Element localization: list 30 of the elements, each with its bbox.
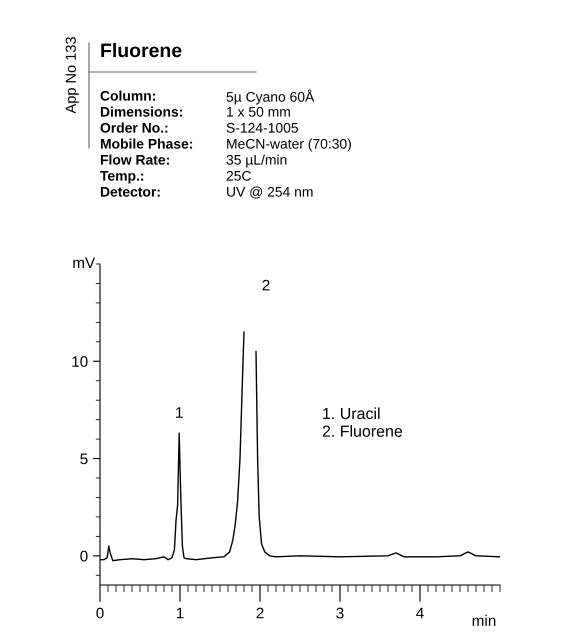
text: Flow Rate: xyxy=(100,154,169,165)
text: Order No.: xyxy=(100,122,168,133)
y-tick-label: 5 xyxy=(80,454,88,464)
y-tick-label: 10 xyxy=(72,356,88,367)
x-tick-label: 2 xyxy=(256,608,264,618)
y-tick-label: 0 xyxy=(80,550,88,562)
text: Mobile Phase: xyxy=(100,138,192,149)
annotation: 2 xyxy=(262,280,270,290)
x-tick-label: 0 xyxy=(96,608,104,618)
text: App No 133 xyxy=(66,37,79,114)
text: UV @ 254 nm xyxy=(227,186,313,199)
text: 25C xyxy=(226,170,251,181)
text: Detector: xyxy=(100,187,160,197)
text: Dimensions: xyxy=(100,106,182,117)
y-axis-title: mV xyxy=(73,257,96,268)
text: 5µ Cyano 60Å xyxy=(226,89,314,105)
x-tick-label: 3 xyxy=(336,608,344,618)
annotation: 1 xyxy=(176,407,183,418)
annotation: 1. Uracil xyxy=(323,407,380,420)
text: Temp.: xyxy=(100,171,144,184)
annotation: 2. Fluorene xyxy=(322,425,402,437)
x-tick-label: 1 xyxy=(176,608,184,618)
text: MeCN-water (70:30) xyxy=(227,138,351,152)
chart-title: Fluorene xyxy=(101,42,182,58)
text: S-124-1005 xyxy=(226,122,298,133)
text: 1 x 50 mm xyxy=(227,106,290,117)
text: 35 µL/min xyxy=(226,154,286,168)
x-axis-title: min xyxy=(472,614,496,626)
x-tick-label: 4 xyxy=(416,608,424,618)
text: Column: xyxy=(100,90,155,101)
